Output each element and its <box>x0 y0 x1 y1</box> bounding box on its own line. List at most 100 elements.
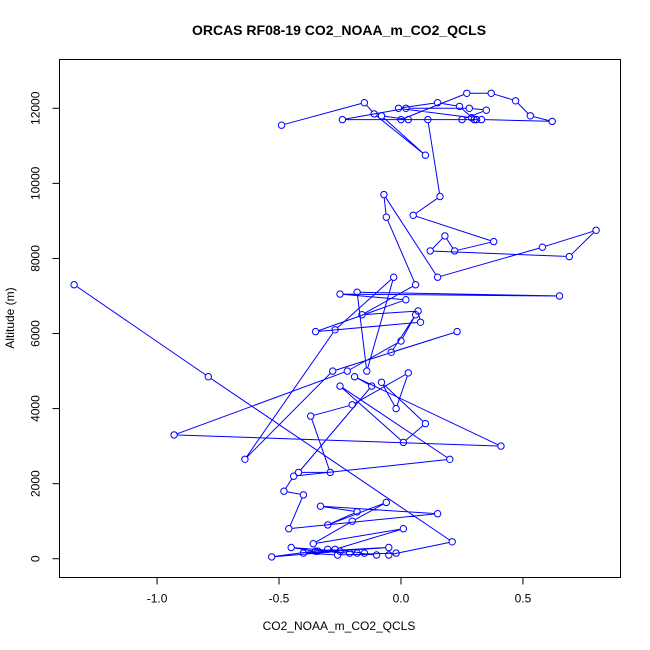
x-tick-label: -1.0 <box>147 592 168 606</box>
data-point <box>409 211 417 220</box>
y-tick-label: 12000 <box>29 91 43 125</box>
data-point <box>307 412 315 420</box>
data-point <box>377 378 386 386</box>
data-point <box>404 369 412 377</box>
data-point <box>324 521 332 529</box>
data-point <box>592 226 600 235</box>
data-point <box>433 510 442 518</box>
data-point <box>433 99 442 107</box>
x-axis-label: CO2_NOAA_m_CO2_QCLS <box>263 619 416 633</box>
data-point <box>336 290 344 298</box>
data-point <box>402 296 410 304</box>
data-point <box>472 115 481 124</box>
data-point <box>372 551 381 559</box>
data-point <box>382 213 390 221</box>
x-tick-label: -0.5 <box>269 592 290 606</box>
data-point <box>385 551 393 559</box>
data-point <box>453 327 461 336</box>
data-point <box>436 192 444 201</box>
data-point <box>392 404 400 413</box>
data-point <box>465 104 473 113</box>
data-point <box>360 549 369 557</box>
data-point <box>387 348 395 356</box>
data-point <box>421 151 430 159</box>
data-point <box>277 121 286 129</box>
data-point <box>385 543 393 552</box>
data-point <box>333 551 342 559</box>
data-point <box>363 367 371 375</box>
data-point <box>490 237 498 246</box>
data-point <box>397 115 405 124</box>
data-point <box>241 455 249 463</box>
data-point <box>314 547 322 555</box>
data-point <box>538 243 547 251</box>
data-point <box>463 89 471 98</box>
data-point <box>336 382 344 390</box>
y-tick-label: 2000 <box>29 470 43 497</box>
data-point <box>399 438 408 447</box>
data-point <box>299 549 308 557</box>
data-point <box>565 252 573 261</box>
data-point <box>416 318 425 326</box>
data-point <box>353 549 361 557</box>
data-point <box>411 281 420 289</box>
data-point <box>316 502 325 510</box>
data-point <box>309 540 317 548</box>
data-point <box>411 311 420 319</box>
data-point <box>348 517 356 525</box>
plot-layer <box>70 89 600 561</box>
data-point <box>424 115 432 124</box>
data-point <box>455 102 464 111</box>
data-point <box>368 382 376 390</box>
y-tick-label: 0 <box>29 555 43 562</box>
data-point <box>268 553 276 561</box>
data-point <box>477 115 486 124</box>
data-point <box>311 547 320 555</box>
y-tick-label: 6000 <box>29 320 43 347</box>
data-point <box>392 549 400 557</box>
y-tick-label: 8000 <box>29 245 43 272</box>
data-point <box>426 247 434 255</box>
data-point <box>394 104 403 113</box>
data-point <box>324 545 332 553</box>
data-point <box>555 292 564 300</box>
data-point <box>331 326 339 334</box>
data-point <box>448 538 456 546</box>
data-point <box>548 117 556 126</box>
data-point <box>353 288 361 296</box>
x-axis: -1.0 -0.5 0.0 0.5 <box>147 577 532 606</box>
data-point <box>338 115 347 124</box>
plot-area <box>59 59 621 578</box>
data-point <box>414 307 422 315</box>
data-point <box>404 115 412 124</box>
data-point <box>311 327 320 336</box>
data-point <box>402 104 410 113</box>
x-tick-label: 0.0 <box>393 592 410 606</box>
data-point <box>360 99 369 107</box>
data-point <box>299 491 308 499</box>
data-point <box>482 106 490 114</box>
data-point <box>353 508 361 516</box>
data-point <box>421 419 430 428</box>
data-point <box>170 431 178 439</box>
data-point <box>287 543 295 552</box>
data-point <box>70 281 78 289</box>
series-line <box>76 92 595 558</box>
data-point <box>348 401 356 409</box>
data-point <box>526 112 534 120</box>
data-point <box>382 498 390 507</box>
data-point <box>468 114 476 122</box>
data-point <box>343 367 351 375</box>
data-point <box>329 367 337 375</box>
data-point <box>399 525 408 533</box>
data-point <box>336 547 344 555</box>
y-tick-label: 4000 <box>29 395 43 422</box>
data-point <box>450 247 459 255</box>
x-tick-label: 0.5 <box>515 592 532 606</box>
chart-title: ORCAS RF08-19 CO2_NOAA_m_CO2_QCLS <box>192 22 486 38</box>
data-point <box>370 110 378 118</box>
data-point <box>280 487 288 495</box>
data-point <box>358 311 366 319</box>
data-point <box>377 112 386 120</box>
